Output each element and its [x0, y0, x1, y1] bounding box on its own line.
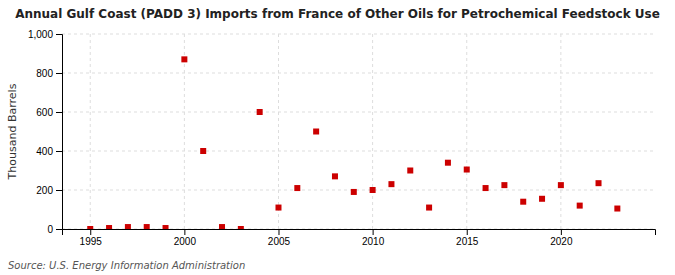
point	[539, 196, 545, 202]
x-tick: 2010	[362, 229, 385, 247]
points	[87, 56, 620, 229]
x-grid-line	[90, 34, 91, 229]
point	[144, 224, 150, 229]
point	[426, 205, 432, 211]
x-grid-line	[278, 34, 279, 229]
point	[125, 224, 131, 229]
x-grid-line	[560, 34, 561, 229]
y-tick: 200	[36, 185, 62, 196]
x-tick: 1995	[80, 229, 103, 247]
y-tick-mark	[56, 73, 62, 74]
point	[238, 226, 244, 229]
y-tick-mark	[56, 229, 62, 230]
y-tick-mark	[56, 112, 62, 113]
title: Annual Gulf Coast (PADD 3) Imports from …	[15, 7, 660, 21]
y-tick: 1,000	[28, 29, 62, 40]
x-grid-line	[466, 34, 467, 229]
point	[407, 168, 413, 174]
x-tick-label: 1995	[80, 236, 103, 247]
y-tick-label: 600	[36, 107, 53, 118]
point	[106, 225, 112, 229]
y-axis-line	[56, 35, 63, 230]
y-tick-label: 1,000	[28, 29, 53, 40]
x-tick-mark	[90, 229, 91, 235]
x-tick-mark	[184, 229, 185, 235]
x-axis: 1995 2000 2005 2010 2015 2020	[63, 229, 656, 247]
point	[163, 225, 169, 229]
point	[181, 56, 187, 62]
grid	[62, 34, 655, 229]
point	[351, 189, 357, 195]
y-tick: 800	[36, 68, 62, 79]
x-tick-label: 2020	[550, 236, 573, 247]
x-tick-label: 2000	[174, 236, 197, 247]
point	[294, 185, 300, 191]
y-grid-line	[62, 151, 655, 152]
y-grid-line	[62, 190, 655, 191]
x-tick-label: 2015	[456, 236, 479, 247]
point	[558, 182, 564, 188]
y-grid-line	[62, 112, 655, 113]
y-grid-line	[62, 34, 655, 35]
source: Source: U.S. Energy Information Administ…	[8, 260, 245, 271]
y-axis: 0 200 400 600 800 1,000	[28, 29, 63, 235]
y-tick-label: 800	[36, 68, 53, 79]
y-tick: 400	[36, 146, 62, 157]
point	[275, 205, 281, 211]
x-axis-line	[63, 230, 656, 236]
y-tick-label: 400	[36, 146, 53, 157]
y-tick-label: 0	[47, 224, 53, 235]
x-tick-label: 2010	[362, 236, 385, 247]
point	[257, 109, 263, 115]
point	[87, 226, 93, 229]
chart: 1995 2000 2005 2010 2015 2020 0 200 400 600 800 1,0…	[0, 0, 675, 275]
point	[445, 160, 451, 166]
x-tick-mark	[467, 229, 468, 235]
y-tick-label: 200	[36, 185, 53, 196]
x-tick-label: 2005	[268, 236, 291, 247]
point	[614, 206, 620, 212]
x-grid-line	[184, 34, 185, 229]
y-tick-mark	[56, 190, 62, 191]
point	[219, 224, 225, 229]
x-tick: 2000	[174, 229, 197, 247]
point	[577, 203, 583, 209]
x-tick: 2020	[550, 229, 573, 247]
point	[501, 182, 507, 188]
y-tick-mark	[56, 151, 62, 152]
y-tick: 0	[47, 224, 62, 235]
y-axis-title: Thousand Barrels	[6, 83, 19, 180]
plot: 1995 2000 2005 2010 2015 2020 0 200 400 600 800 1,0…	[28, 29, 656, 247]
x-tick: 2015	[456, 229, 479, 247]
x-tick-mark	[373, 229, 374, 235]
x-tick-mark	[278, 229, 279, 235]
point	[464, 167, 470, 173]
point	[483, 185, 489, 191]
x-tick: 2005	[268, 229, 291, 247]
point	[313, 129, 319, 135]
point	[388, 181, 394, 187]
point	[520, 199, 526, 205]
x-grid-line	[372, 34, 373, 229]
point	[596, 180, 602, 186]
point	[370, 187, 376, 193]
y-tick-mark	[56, 34, 62, 35]
x-tick-mark	[561, 229, 562, 235]
y-grid-line	[62, 73, 655, 74]
point	[200, 148, 206, 154]
point	[332, 173, 338, 179]
y-tick: 600	[36, 107, 62, 118]
